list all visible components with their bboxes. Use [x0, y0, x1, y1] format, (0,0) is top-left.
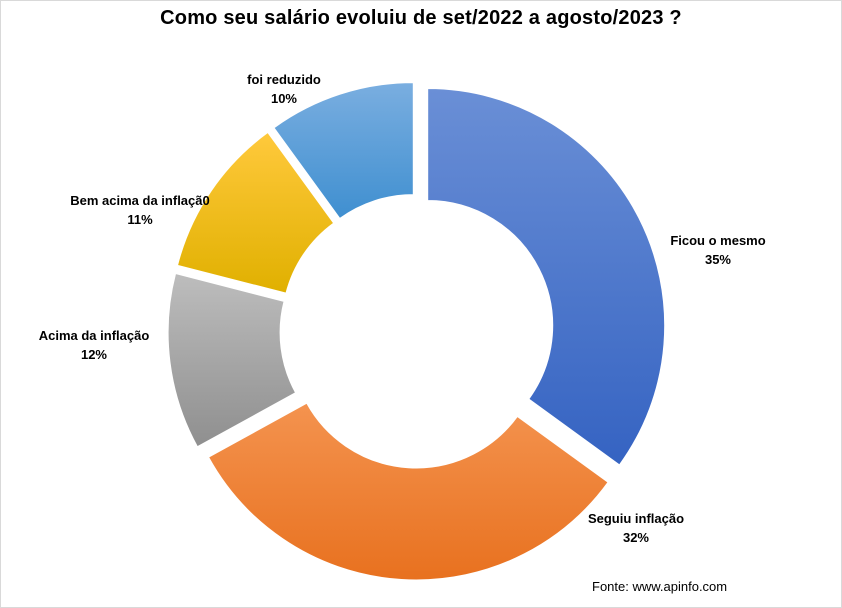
slices-group — [167, 82, 666, 581]
slice-ficou-o-mesmo — [427, 88, 666, 466]
slice-label-text: foi reduzido — [247, 72, 321, 87]
slice-label-seguiu-inflacao: Seguiu inflação 32% — [588, 509, 684, 547]
slice-label-value: 35% — [704, 252, 732, 267]
source-note: Fonte: www.apinfo.com — [592, 579, 728, 594]
slice-label-text: Seguiu inflação — [587, 511, 685, 526]
chart-title: Como seu salário evoluiu de set/2022 a a… — [160, 7, 682, 29]
slice-label-value: 11% — [127, 212, 153, 227]
slice-label-foi-reduzido: foi reduzido 10% — [247, 70, 321, 108]
slice-foi-reduzido — [273, 82, 414, 220]
slice-label-acima-da-inflacao: Acima da inflação 12% — [39, 326, 150, 364]
slice-label-value: 32% — [622, 530, 650, 545]
slice-label-text: Acima da inflação — [38, 328, 150, 343]
slice-bem-acima-da-inflaca0 — [176, 131, 335, 294]
slice-label-bem-acima-da-inflacao: Bem acima da inflaçã0 11% — [70, 191, 209, 229]
slice-label-text: Bem acima da inflaçã0 — [70, 193, 210, 208]
slice-acima-da-inflacao — [167, 272, 297, 448]
slice-label-text: Ficou o mesmo — [670, 233, 766, 248]
slice-label-value: 10% — [270, 91, 298, 106]
slice-label-ficou-o-mesmo: Ficou o mesmo 35% — [670, 231, 765, 269]
slice-seguiu-inflacao — [207, 402, 609, 581]
slice-label-value: 12% — [80, 347, 108, 362]
